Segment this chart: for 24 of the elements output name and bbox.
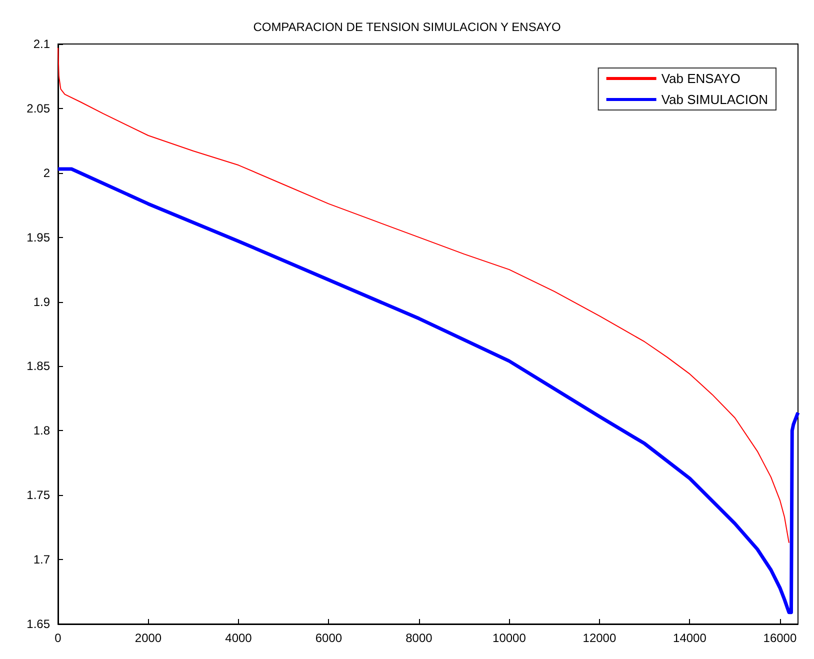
- x-tick-label: 4000: [225, 631, 252, 645]
- legend-label: Vab SIMULACION: [661, 92, 768, 107]
- y-tick-label: 2.05: [26, 101, 50, 116]
- y-tick-label: 1.95: [26, 230, 50, 244]
- line-series: [56, 167, 800, 614]
- y-tick-label: 1.9: [33, 294, 50, 309]
- legend-label: Vab ENSAYO: [661, 71, 740, 86]
- x-tick-label: 14000: [673, 631, 707, 645]
- x-tick-label: 8000: [406, 631, 433, 645]
- y-tick-label: 1.7: [33, 552, 50, 567]
- x-tick-label: 12000: [582, 631, 616, 645]
- y-tick-label: 2.1: [33, 37, 50, 51]
- x-tick-label: 10000: [492, 631, 526, 645]
- y-tick-label: 1.8: [33, 424, 50, 438]
- x-tick-label: 6000: [315, 631, 342, 645]
- y-tick-label: 1.65: [26, 617, 50, 631]
- x-tick-label: 2000: [134, 631, 162, 645]
- chart-title: COMPARACION DE TENSION SIMULACION Y ENSAYO: [253, 20, 561, 34]
- x-tick-label: 0: [54, 631, 62, 645]
- line-series: [58, 47, 790, 544]
- y-tick-label: 1.75: [26, 488, 50, 502]
- x-tick-label: 16000: [763, 631, 797, 645]
- y-tick-label: 1.85: [26, 359, 50, 374]
- y-tick-label: 2: [43, 166, 50, 180]
